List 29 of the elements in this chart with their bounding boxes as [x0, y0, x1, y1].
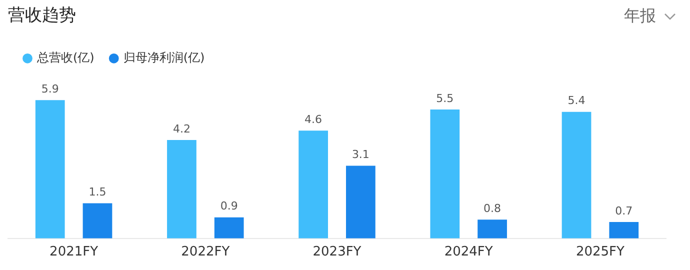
bar — [609, 222, 639, 238]
x-tick-label: 2022FY — [181, 244, 230, 260]
data-label: 5.9 — [41, 82, 59, 96]
data-label: 4.6 — [304, 112, 322, 126]
x-tick-label: 2025FY — [576, 244, 625, 260]
bar — [562, 112, 592, 238]
data-label: 5.5 — [436, 92, 454, 105]
data-label: 0.9 — [220, 200, 238, 213]
legend-label: 总营收(亿) — [36, 50, 94, 65]
bar — [214, 217, 244, 238]
text: 年报 — [624, 6, 656, 27]
legend-label: 归母净利润(亿) — [123, 50, 205, 65]
data-label: 3.1 — [352, 148, 370, 162]
chart-title: 营收趋势 — [8, 6, 76, 26]
data-label: 4.2 — [172, 122, 190, 136]
bar — [167, 140, 196, 238]
data-label: 0.7 — [615, 204, 633, 218]
bar — [346, 166, 376, 238]
x-tick-label: 2023FY — [312, 244, 362, 260]
bar — [478, 220, 507, 238]
bar — [430, 110, 460, 238]
bar — [82, 203, 112, 238]
bar — [298, 130, 328, 238]
data-label: 5.4 — [568, 94, 586, 108]
bar — [35, 100, 65, 238]
x-tick-label: 2024FY — [444, 244, 493, 260]
data-label: 1.5 — [88, 186, 106, 199]
x-tick-label: 2021FY — [50, 244, 98, 260]
data-label: 0.8 — [484, 202, 502, 216]
